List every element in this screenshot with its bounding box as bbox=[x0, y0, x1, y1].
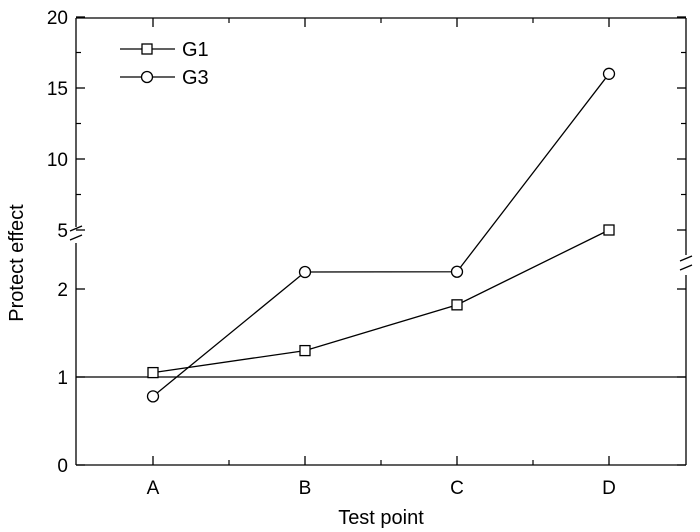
legend-item: G1 bbox=[120, 39, 209, 61]
legend-label: G1 bbox=[182, 39, 209, 61]
legend-marker bbox=[141, 43, 153, 55]
series-line bbox=[152, 229, 610, 374]
y-tick-label: 5 bbox=[57, 221, 68, 242]
x-axis-label: Test point bbox=[338, 507, 424, 529]
data-point bbox=[298, 265, 312, 279]
y-tick-label: 2 bbox=[57, 280, 68, 301]
data-point bbox=[450, 265, 464, 278]
legend-marker bbox=[140, 70, 154, 84]
data-point bbox=[603, 224, 615, 236]
y-tick-label: 1 bbox=[57, 368, 68, 389]
x-tick-label: D bbox=[602, 478, 616, 499]
x-tick-label: A bbox=[147, 478, 160, 499]
y-tick-label: 10 bbox=[47, 150, 68, 171]
series-g3 bbox=[146, 67, 616, 403]
legend-item: G3 bbox=[120, 67, 209, 89]
axis-break-marks bbox=[69, 225, 693, 271]
series-layer bbox=[146, 67, 616, 403]
y-tick-label: 15 bbox=[47, 79, 68, 100]
y-tick-label: 0 bbox=[57, 456, 68, 477]
legend-label: G3 bbox=[182, 67, 209, 89]
data-point bbox=[451, 299, 463, 311]
axis-frame bbox=[75, 17, 687, 466]
data-point bbox=[602, 67, 616, 80]
x-tick-label: B bbox=[299, 478, 312, 499]
x-axis-ticks: A B C D bbox=[147, 18, 616, 499]
data-point bbox=[299, 344, 311, 357]
data-point bbox=[146, 390, 160, 403]
series-line bbox=[152, 73, 610, 397]
y-axis-label: Protect effect bbox=[6, 204, 28, 322]
data-point bbox=[147, 366, 159, 379]
series-g1 bbox=[147, 224, 615, 379]
y-tick-label: 20 bbox=[47, 8, 68, 29]
x-tick-label: C bbox=[450, 478, 464, 499]
